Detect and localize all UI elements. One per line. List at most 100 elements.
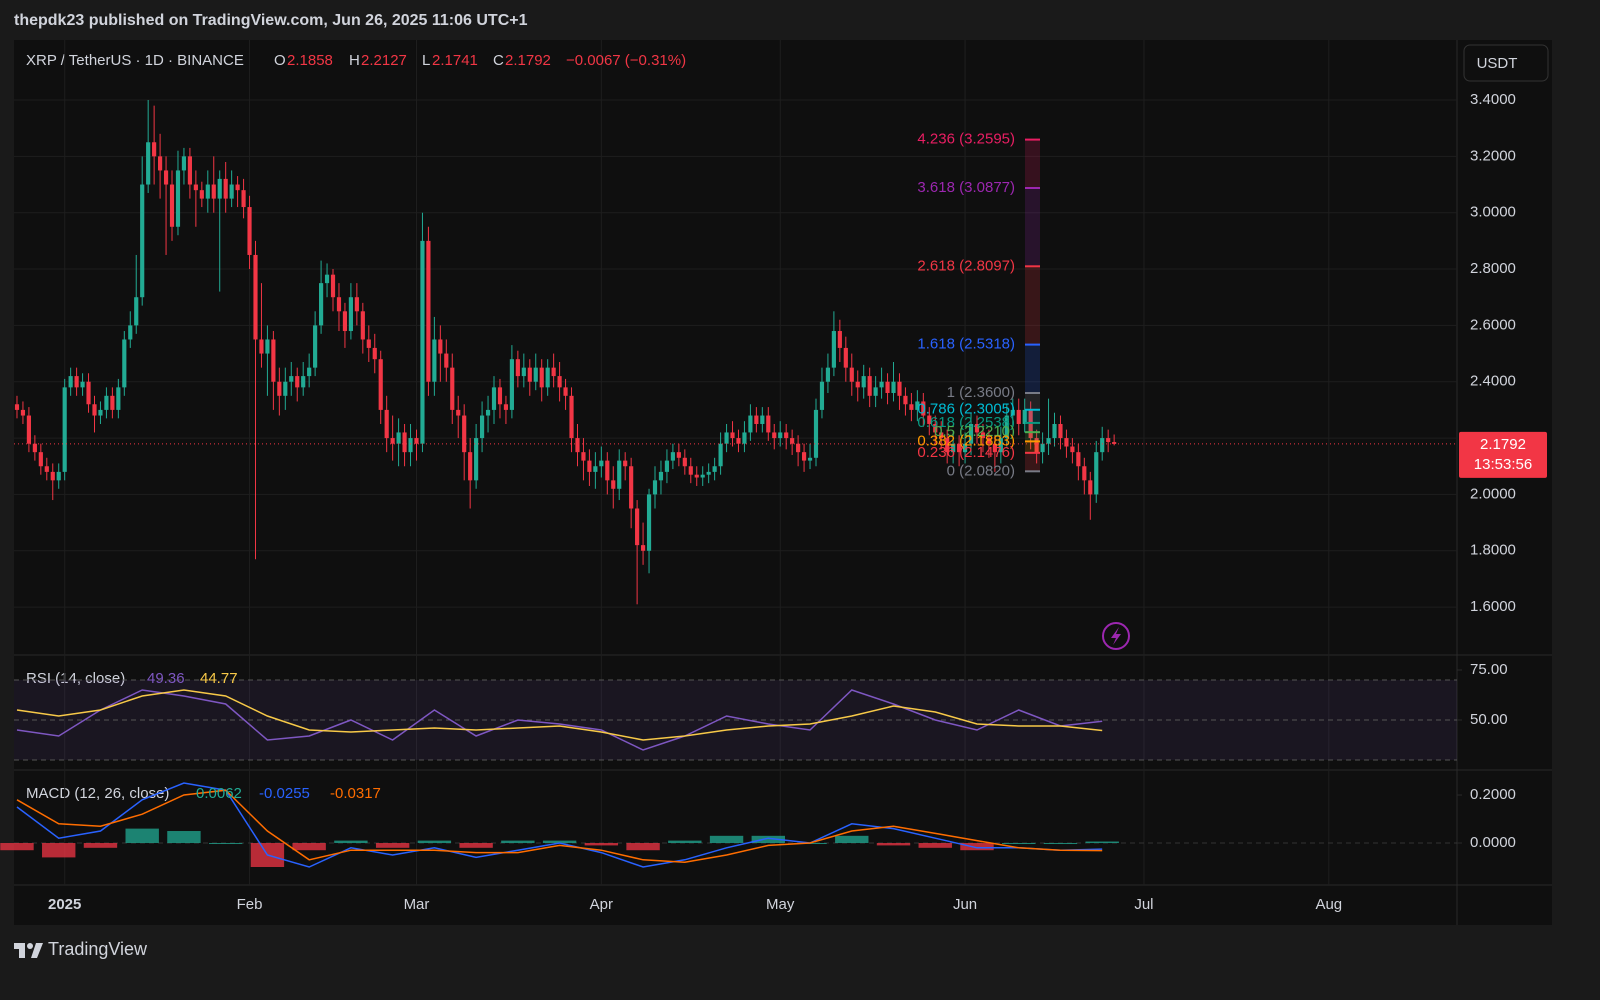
alert-icon[interactable] xyxy=(1102,622,1130,650)
alert-bolt[interactable] xyxy=(1111,627,1121,645)
fib-zone xyxy=(1025,344,1040,393)
candle-body xyxy=(915,401,920,410)
currency-button[interactable] xyxy=(1463,44,1549,82)
legend-value: 2.1858 xyxy=(287,52,333,69)
histogram-bar xyxy=(167,831,201,844)
histogram-bar xyxy=(1043,843,1078,845)
histogram-bar xyxy=(83,843,118,848)
candle-body xyxy=(402,432,407,453)
candle-body xyxy=(474,438,479,481)
candle-body xyxy=(432,339,437,382)
candle-body xyxy=(1034,438,1039,453)
candle-body xyxy=(819,381,825,410)
candle-body xyxy=(951,443,956,453)
candle-body xyxy=(26,415,31,444)
candle-body xyxy=(277,381,282,396)
candle-body xyxy=(217,178,222,199)
histogram-bar xyxy=(835,835,869,844)
fib-label: 0.236 (2.1476) xyxy=(917,444,1015,461)
indicator-line xyxy=(16,689,1103,741)
candle-body xyxy=(885,381,890,393)
candle-body xyxy=(271,339,276,382)
candle-body xyxy=(867,376,872,396)
candle-body xyxy=(289,376,294,382)
legend-change: −0.0067 (−0.31%) xyxy=(566,52,686,69)
candle-body xyxy=(485,409,491,416)
y-tick-label: 3.0000 xyxy=(1470,204,1516,221)
histogram-bar xyxy=(292,843,326,851)
rsi-title: RSI (14, close) xyxy=(26,670,125,687)
candle-body xyxy=(348,297,353,332)
chart-area xyxy=(14,40,1552,925)
fib-label: 0 (2.0820) xyxy=(947,462,1015,479)
y-tick-label: 3.2000 xyxy=(1470,147,1516,164)
candle-body xyxy=(1094,452,1099,495)
candle-body xyxy=(444,353,449,368)
brand-logo xyxy=(14,943,43,958)
candle-body xyxy=(718,443,723,467)
candle-body xyxy=(760,415,765,424)
legend-value: 2.2127 xyxy=(361,52,407,69)
x-tick-label: Mar xyxy=(404,896,430,913)
candle-body xyxy=(1040,443,1045,453)
candle-body xyxy=(98,409,103,416)
candle-body xyxy=(503,404,509,410)
fib-zone xyxy=(1025,266,1040,345)
logo-part xyxy=(31,943,43,958)
candle-body xyxy=(497,387,503,405)
candle-body xyxy=(68,376,73,388)
candle-body xyxy=(169,184,175,227)
candle-body xyxy=(843,347,848,368)
candle-body xyxy=(1010,409,1015,416)
candle-body xyxy=(152,142,157,157)
y-tick-label: 75.00 xyxy=(1470,661,1508,678)
candle-body xyxy=(617,460,622,489)
candle-body xyxy=(360,311,365,340)
candle-body xyxy=(700,474,705,478)
candle-body xyxy=(253,254,258,340)
candle-body xyxy=(831,331,836,368)
alert-circle[interactable] xyxy=(1102,622,1130,650)
fib-zone xyxy=(1025,422,1040,433)
candle-body xyxy=(706,471,711,475)
candle-body xyxy=(652,480,658,495)
legend-key: O xyxy=(274,52,286,69)
candle-body xyxy=(557,376,562,388)
currency[interactable]: USDT xyxy=(1477,55,1518,72)
candle-body xyxy=(712,466,717,472)
candle-body xyxy=(318,283,324,326)
candle-body xyxy=(62,387,67,472)
candle-body xyxy=(199,190,204,199)
candle-body xyxy=(903,395,908,405)
candle-body xyxy=(181,156,187,171)
candle-body xyxy=(891,381,896,393)
candle-body xyxy=(772,432,777,439)
candle-body xyxy=(450,367,455,410)
candle-body xyxy=(229,184,234,199)
histogram-bar xyxy=(208,843,243,845)
y-tick-label: 0.2000 xyxy=(1470,786,1516,803)
candle-body xyxy=(38,452,43,467)
candle-body xyxy=(670,452,675,461)
candle-body xyxy=(569,395,574,439)
y-tick-label: 1.8000 xyxy=(1470,542,1516,559)
candle-body xyxy=(1022,409,1027,424)
candle-body xyxy=(1046,438,1051,444)
candle-body xyxy=(640,545,646,551)
price-tag xyxy=(1459,431,1547,478)
candle-body xyxy=(235,184,240,191)
candle-body xyxy=(140,184,145,298)
candle-body xyxy=(468,452,473,481)
candle-body xyxy=(193,184,198,191)
histogram-bar xyxy=(375,843,410,848)
candle-body xyxy=(414,438,419,444)
candle-body xyxy=(551,367,556,377)
candle-body xyxy=(50,471,55,481)
x-tick-label: Feb xyxy=(237,896,263,913)
histogram-bar xyxy=(334,840,368,844)
candle-body xyxy=(1100,438,1105,453)
candle-body xyxy=(146,142,151,185)
histogram-bar xyxy=(1085,841,1119,844)
histogram-bar xyxy=(584,843,619,846)
